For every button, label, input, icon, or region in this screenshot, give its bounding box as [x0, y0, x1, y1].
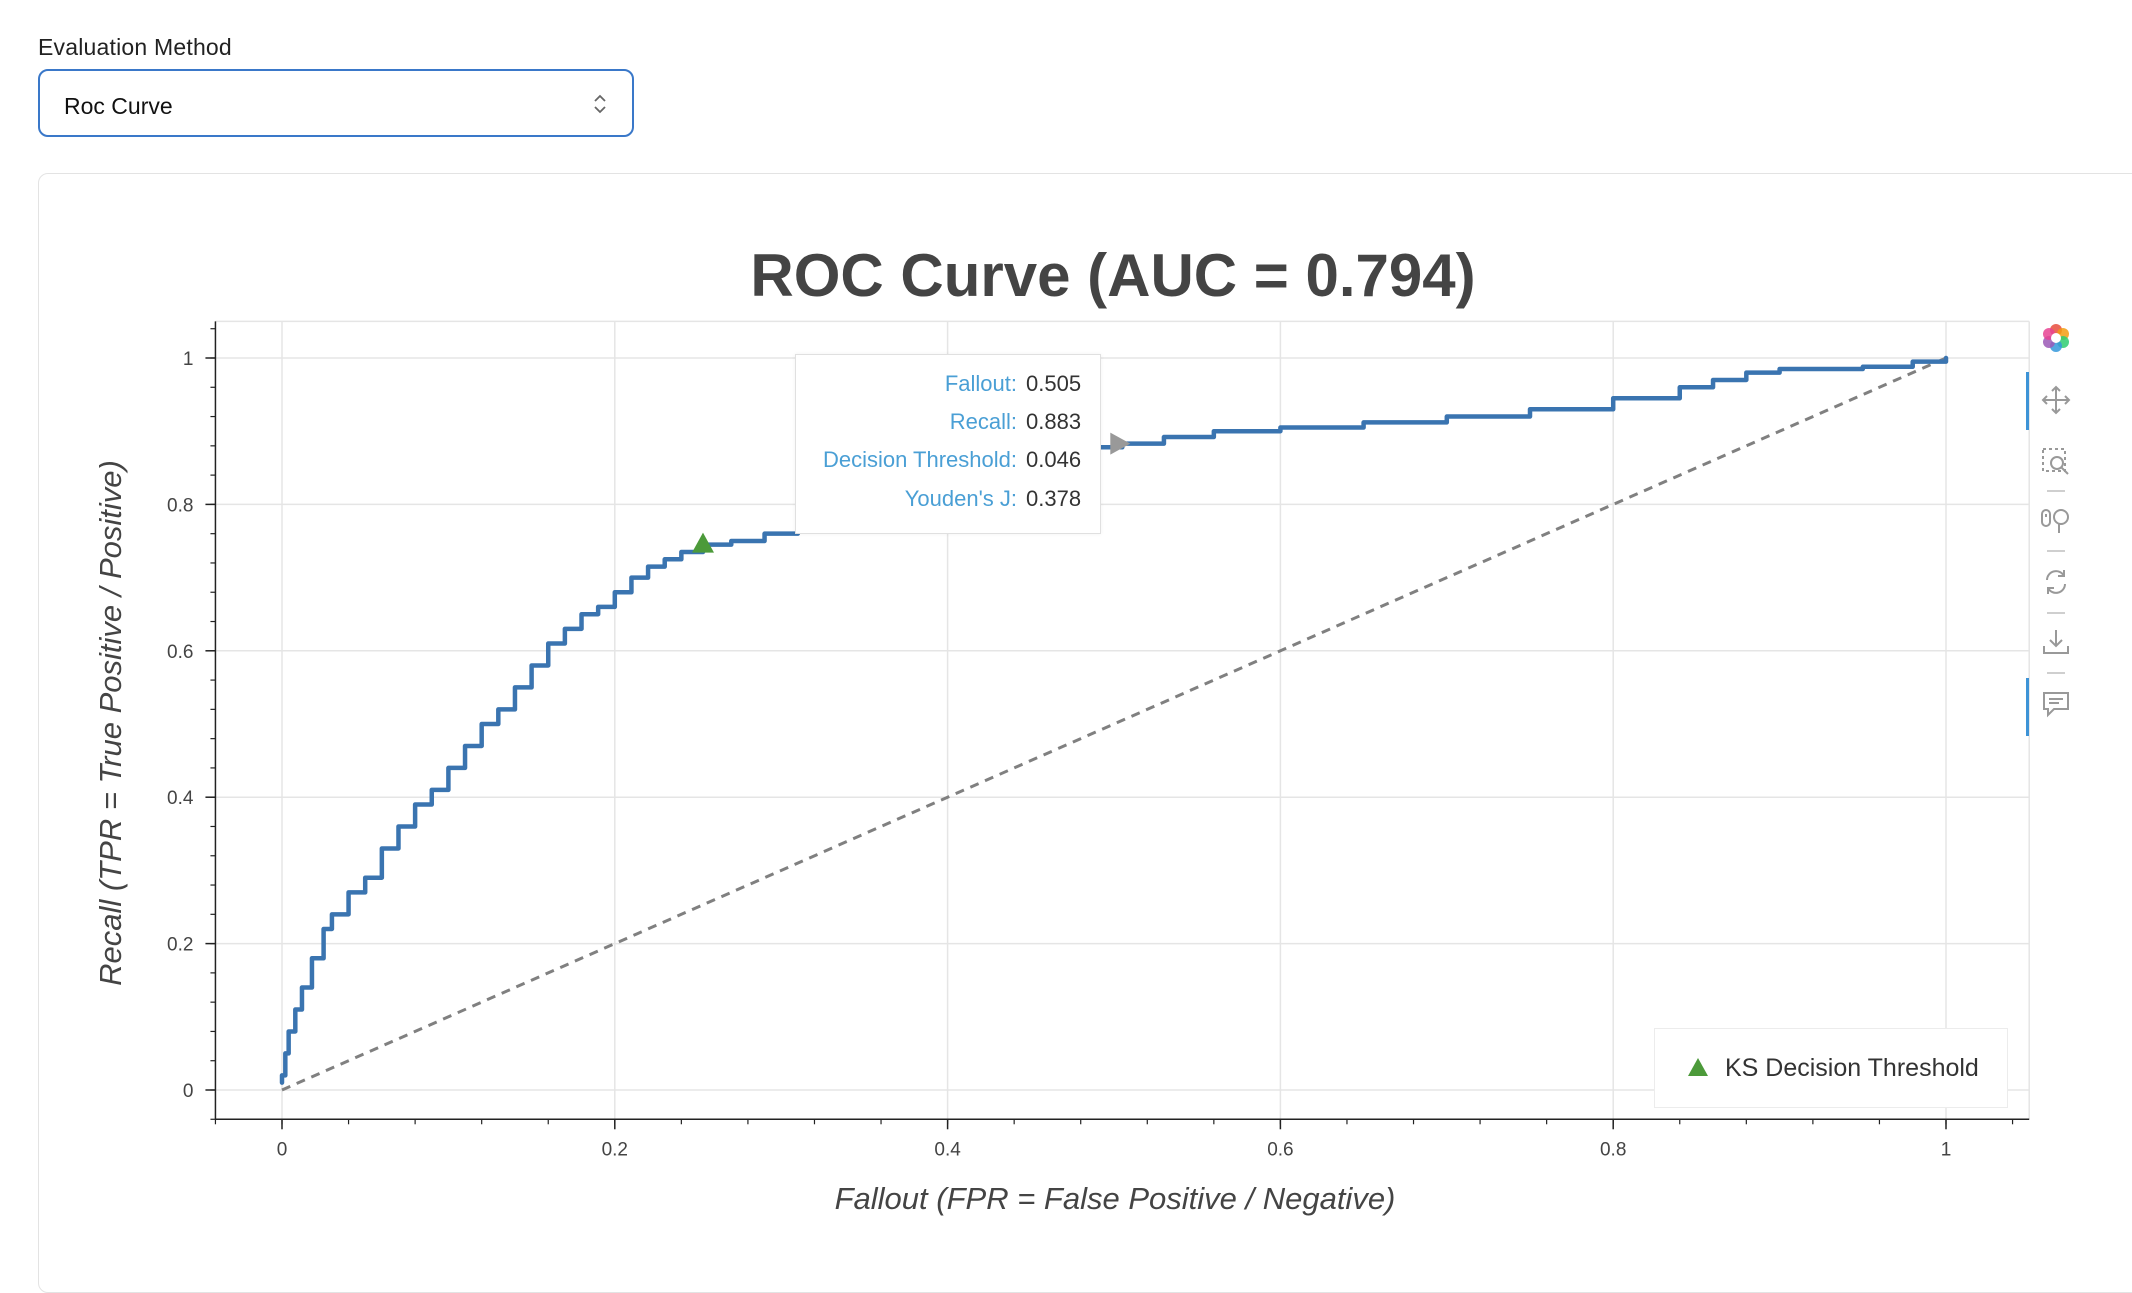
y-tick-label: 0.6 — [167, 642, 193, 663]
tooltip-row-threshold: Decision Threshold: 0.046 — [796, 447, 1100, 477]
y-tick-label: 0.2 — [167, 935, 193, 956]
chart-legend[interactable]: KS Decision Threshold — [1654, 1028, 2008, 1108]
legend-label: KS Decision Threshold — [1725, 1054, 1979, 1082]
tooltip-key: Youden's J: — [904, 486, 1017, 511]
chevron-up-down-icon — [594, 94, 606, 114]
tooltip-row-fallout: Fallout: 0.505 — [796, 371, 1100, 401]
tooltip-value: 0.505 — [1026, 371, 1082, 396]
bokeh-logo-icon[interactable] — [2040, 322, 2072, 354]
hover-active-indicator — [2026, 678, 2029, 736]
tooltip-value: 0.378 — [1026, 486, 1082, 511]
evaluation-method-select[interactable]: Roc Curve — [38, 69, 634, 137]
tooltip-value: 0.883 — [1026, 409, 1082, 434]
x-axis-label: Fallout (FPR = False Positive / Negative… — [835, 1181, 1396, 1216]
box-zoom-icon[interactable] — [2040, 446, 2072, 478]
pan-icon[interactable] — [2040, 384, 2072, 416]
y-axis-label: Recall (TPR = True Positive / Positive) — [93, 460, 128, 986]
hover-tooltip: Fallout: 0.505 Recall: 0.883 Decision Th… — [795, 354, 1101, 534]
chart-title: ROC Curve (AUC = 0.794) — [750, 242, 1475, 309]
tooltip-row-youden: Youden's J: 0.378 — [796, 486, 1100, 516]
x-tick-label: 0.6 — [1267, 1139, 1293, 1160]
y-tick-label: 0.8 — [167, 495, 193, 516]
ks-threshold-marker — [691, 532, 714, 553]
hover-icon[interactable] — [2040, 688, 2072, 720]
tooltip-key: Decision Threshold: — [822, 447, 1017, 472]
toolbar-separator — [2047, 612, 2065, 614]
y-tick-label: 0.4 — [167, 788, 194, 809]
pan-active-indicator — [2026, 372, 2029, 430]
y-tick-label: 0 — [183, 1081, 194, 1102]
x-tick-label: 0 — [277, 1139, 288, 1160]
select-value: Roc Curve — [64, 93, 173, 119]
x-tick-label: 0.8 — [1600, 1139, 1626, 1160]
toolbar-separator — [2047, 490, 2065, 492]
tooltip-pointer — [1110, 432, 1131, 455]
random-baseline-line — [281, 356, 1947, 1092]
roc-chart[interactable]: 0 0.2 0.4 0.6 0.8 1 0 0.2 0.4 0.6 0.8 1 ROC Curve (… — [0, 0, 2132, 1254]
reset-icon[interactable] — [2040, 566, 2072, 598]
toolbar-separator — [2047, 550, 2065, 552]
x-tick-label: 0.4 — [934, 1139, 961, 1160]
tooltip-row-recall: Recall: 0.883 — [796, 409, 1100, 439]
tooltip-key: Fallout: — [944, 371, 1017, 396]
toolbar-separator — [2047, 672, 2065, 674]
tooltip-value: 0.046 — [1026, 447, 1082, 472]
x-tick-label: 0.2 — [602, 1139, 628, 1160]
chart-toolbar — [2026, 318, 2086, 738]
triangle-marker-icon — [1688, 1058, 1708, 1076]
wheel-zoom-icon[interactable] — [2040, 504, 2072, 536]
save-icon[interactable] — [2040, 626, 2072, 658]
y-tick-label: 1 — [183, 349, 194, 370]
select-label: Evaluation Method — [38, 34, 232, 60]
tooltip-key: Recall: — [949, 409, 1017, 434]
roc-curve-line — [279, 355, 1949, 1085]
x-tick-label: 1 — [1941, 1139, 1952, 1160]
